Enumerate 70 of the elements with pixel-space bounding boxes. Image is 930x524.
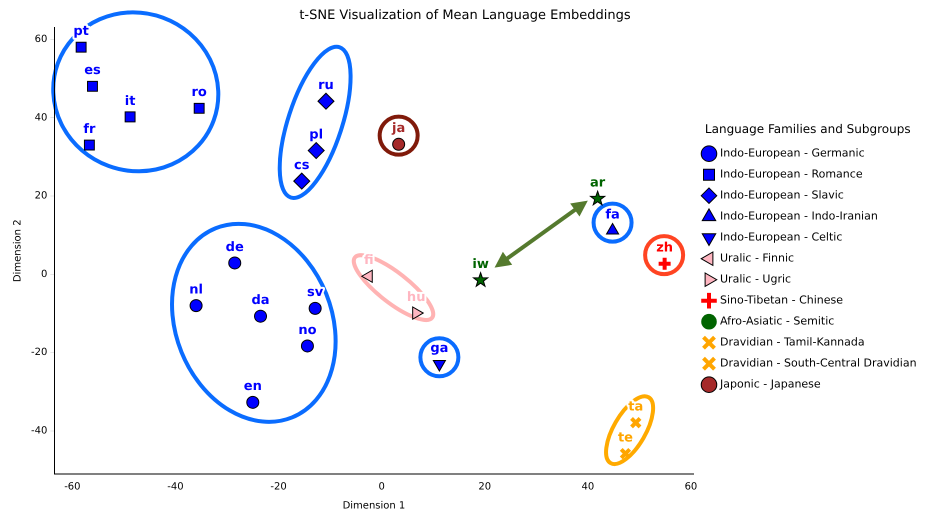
- point: [124, 111, 136, 122]
- y-tick-label: -20: [30, 347, 48, 358]
- point: [228, 256, 242, 270]
- point: [293, 172, 310, 190]
- legend-label: Indo-European - Celtic: [720, 230, 842, 244]
- point: [190, 299, 203, 312]
- annotation: pl: [309, 127, 324, 142]
- point: [392, 138, 406, 151]
- annotation: nl: [189, 282, 203, 298]
- point: [308, 302, 322, 315]
- annotation: te: [618, 430, 634, 446]
- annotation: zh: [656, 240, 674, 256]
- annotation: iw: [472, 257, 489, 272]
- x-tick-label: -60: [64, 482, 81, 493]
- legend-label: Sino-Tibetan - Chinese: [720, 294, 844, 307]
- annotation: da: [251, 293, 270, 308]
- annotation: sv: [307, 285, 324, 300]
- point: [630, 416, 642, 429]
- annotation: fa: [605, 207, 620, 222]
- point: [317, 92, 334, 110]
- annotation: ga: [430, 340, 448, 356]
- x-tick-label: 40: [581, 482, 594, 493]
- point: [656, 256, 673, 272]
- y-tick-label: 20: [34, 190, 48, 202]
- legend-label: Indo-European - Romance: [720, 168, 863, 181]
- point: [300, 339, 314, 352]
- x-tick-label: -40: [167, 482, 184, 493]
- x-tick-label: -20: [270, 482, 287, 493]
- point: [619, 447, 632, 460]
- legend-label: Dravidian - South-Central Dravidian: [720, 356, 917, 370]
- annotation: ar: [590, 176, 606, 191]
- legend-label: Indo-European - Germanic: [720, 146, 865, 160]
- annotation: ro: [192, 85, 207, 100]
- legend-label: Indo-European - Slavic: [720, 188, 844, 202]
- annotation: de: [226, 240, 244, 255]
- chart-title: t-SNE Visualization of Mean Language Embeddings: [299, 8, 631, 24]
- annotation: hu: [406, 290, 426, 305]
- point: [87, 80, 98, 92]
- point: [246, 396, 260, 409]
- point: [308, 142, 325, 160]
- x-axis-title: Dimension 1: [342, 500, 406, 512]
- x-tick-label: 0: [378, 482, 385, 493]
- legend-label: Uralic - Ugric: [720, 272, 792, 286]
- annotation: ru: [318, 78, 334, 94]
- point: [84, 140, 95, 151]
- legend-label: Afro-Asiatic - Semitic: [720, 314, 834, 328]
- annotation: no: [298, 322, 317, 338]
- y-tick-label: 60: [34, 34, 48, 45]
- annotation: cs: [294, 158, 310, 173]
- annotation: es: [84, 63, 102, 78]
- point: [254, 310, 268, 323]
- x-tick-label: 60: [684, 482, 698, 493]
- annotation: fr: [83, 122, 96, 137]
- point: [472, 272, 488, 287]
- point: [194, 102, 205, 114]
- legend-label: Dravidian - Tamil-Kannada: [720, 336, 865, 349]
- point: [590, 190, 606, 206]
- y-tick-label: 40: [34, 112, 48, 124]
- x-tick-label: 20: [478, 482, 492, 493]
- annotation: en: [244, 379, 262, 394]
- legend-label: Indo-European - Indo-Iranian: [720, 210, 878, 223]
- annotation: ja: [391, 121, 406, 136]
- annotation: it: [124, 94, 136, 109]
- y-axis-title: Dimension 2: [12, 219, 24, 282]
- legend-label: Uralic - Finnic: [720, 252, 794, 265]
- y-tick-label: -40: [30, 426, 48, 437]
- point: [76, 42, 87, 53]
- y-tick-label: 0: [40, 268, 48, 280]
- legend-label: Japonic - Japanese: [719, 378, 821, 391]
- legend-title: Language Families and Subgroups: [704, 122, 911, 136]
